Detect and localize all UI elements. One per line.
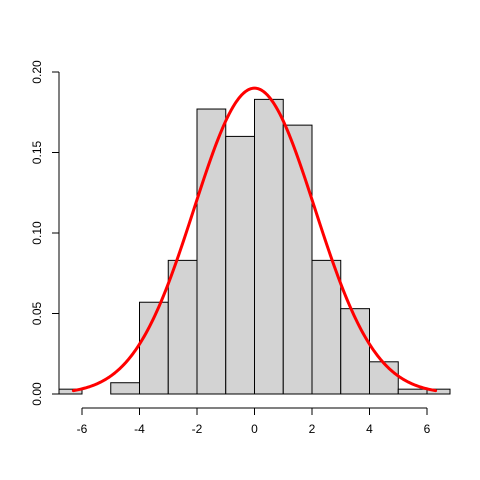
histogram-bar xyxy=(167,259,198,395)
histogram-bar xyxy=(196,108,227,395)
y-tick-label: 0.20 xyxy=(30,60,44,84)
histogram-bar xyxy=(340,308,370,395)
x-tick-label: -6 xyxy=(77,422,88,436)
histogram-bar xyxy=(282,124,313,395)
y-tick-label: 0.10 xyxy=(30,221,44,245)
x-tick-label: 6 xyxy=(424,422,431,436)
density-curve-layer xyxy=(71,86,438,393)
x-tick-label: -4 xyxy=(134,422,145,436)
x-tick-label: -2 xyxy=(192,422,203,436)
histogram-bar xyxy=(426,388,451,395)
y-tick-label: 0.00 xyxy=(30,382,44,406)
histogram-bar xyxy=(311,259,342,395)
x-axis: -6 -4 -2 0 2 4 6 xyxy=(77,407,431,436)
density-curve xyxy=(71,86,438,393)
histogram-bar xyxy=(225,135,255,395)
histogram-bar xyxy=(369,361,399,395)
histogram-bar xyxy=(254,98,284,395)
x-tick-label: 0 xyxy=(251,422,258,436)
x-tick-label: 2 xyxy=(309,422,316,436)
x-tick-label: 4 xyxy=(366,422,373,436)
histogram-bars xyxy=(58,98,451,395)
histogram-bar xyxy=(397,388,428,395)
y-tick-label: 0.15 xyxy=(30,140,44,164)
y-axis: 0.00 0.05 0.10 0.15 0.20 xyxy=(30,60,60,406)
histogram-bar xyxy=(110,382,140,395)
y-tick-label: 0.05 xyxy=(30,301,44,325)
